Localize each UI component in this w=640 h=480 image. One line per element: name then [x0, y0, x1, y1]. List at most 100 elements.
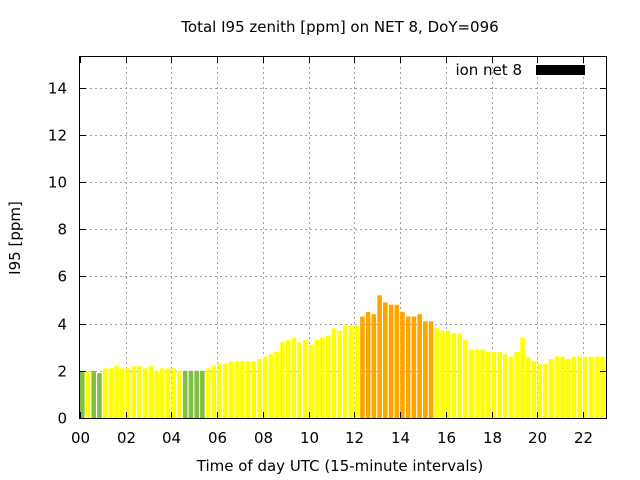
bar [594, 356, 600, 418]
bar [583, 356, 588, 418]
bar [417, 314, 422, 418]
bar [331, 328, 337, 418]
x-tick-label: 06 [208, 429, 227, 447]
grid [80, 57, 606, 418]
bar [503, 354, 508, 418]
bar [177, 370, 182, 418]
bar [343, 325, 348, 418]
bar [571, 356, 577, 418]
x-tick-label: 08 [254, 429, 273, 447]
bar [257, 359, 262, 418]
bar [297, 342, 302, 418]
x-axis-ticks: 00 02 04 06 08 10 12 14 16 18 20 22 [71, 57, 593, 447]
bar [85, 370, 91, 418]
bar [405, 316, 411, 418]
bar [388, 304, 394, 418]
bar [445, 330, 451, 418]
bar [423, 321, 428, 418]
bar [200, 370, 205, 418]
bar [280, 342, 285, 418]
bar [211, 366, 217, 418]
y-tick-label: 0 [57, 410, 67, 428]
bar [222, 363, 228, 418]
bar [537, 363, 542, 418]
bar [188, 370, 194, 418]
legend: ion net 8 [455, 61, 585, 79]
bar [320, 337, 325, 418]
bar [394, 304, 400, 418]
bar [148, 366, 154, 418]
bar [234, 361, 239, 418]
bar [291, 337, 297, 418]
bar [600, 356, 605, 418]
bar [360, 316, 365, 418]
bar [400, 311, 405, 418]
bar [485, 351, 491, 418]
plot-frame [79, 56, 607, 419]
bar [240, 361, 245, 418]
bar [142, 368, 148, 418]
bar [491, 351, 497, 418]
bar [468, 349, 474, 418]
bar [325, 335, 331, 418]
bar [194, 370, 199, 418]
bar [474, 349, 480, 418]
bar [531, 361, 537, 418]
bar [377, 295, 382, 418]
bar [97, 373, 102, 418]
bar [251, 361, 257, 418]
bar [91, 370, 96, 418]
bar [508, 356, 514, 418]
x-tick-label: 22 [574, 429, 593, 447]
x-tick-label: 04 [162, 429, 181, 447]
bar [440, 330, 445, 418]
bar [520, 337, 525, 418]
bar [588, 356, 594, 418]
y-tick-label: 12 [48, 127, 67, 145]
y-tick-label: 8 [57, 221, 67, 239]
chart-title: Total I95 zenith [ppm] on NET 8, DoY=096 [180, 18, 498, 36]
bar [154, 370, 159, 418]
bar [308, 344, 314, 418]
x-tick-label: 14 [391, 429, 410, 447]
bar [171, 368, 177, 418]
bar [480, 349, 485, 418]
bar [182, 370, 188, 418]
bar [314, 340, 319, 418]
bar [337, 330, 342, 418]
bar [137, 366, 142, 418]
bar [548, 359, 554, 418]
bar [262, 356, 268, 418]
x-tick-label: 16 [437, 429, 456, 447]
bar [383, 302, 388, 418]
y-tick-label: 10 [48, 174, 67, 192]
bar [525, 356, 531, 418]
bar [434, 328, 440, 418]
bar [125, 368, 131, 418]
legend-label: ion net 8 [455, 61, 522, 79]
bar [348, 325, 354, 418]
bar [160, 368, 165, 418]
bar [274, 351, 279, 418]
bar [108, 368, 114, 418]
bar [560, 356, 565, 418]
bar [120, 368, 125, 418]
bar [165, 368, 171, 418]
y-axis-ticks: 0 2 4 6 8 10 12 14 [48, 80, 606, 428]
bar [451, 333, 457, 418]
bar [463, 340, 468, 418]
bar [114, 366, 119, 418]
bar [228, 361, 234, 418]
y-tick-label: 2 [57, 363, 67, 381]
x-tick-label: 12 [345, 429, 364, 447]
bars [80, 295, 605, 418]
y-tick-label: 14 [48, 80, 67, 98]
bar [131, 366, 137, 418]
y-tick-label: 4 [57, 316, 67, 334]
x-tick-label: 10 [300, 429, 319, 447]
bar [205, 368, 211, 418]
legend-swatch [536, 65, 585, 75]
bar [371, 314, 377, 418]
bar [428, 321, 434, 418]
x-tick-label: 00 [71, 429, 90, 447]
